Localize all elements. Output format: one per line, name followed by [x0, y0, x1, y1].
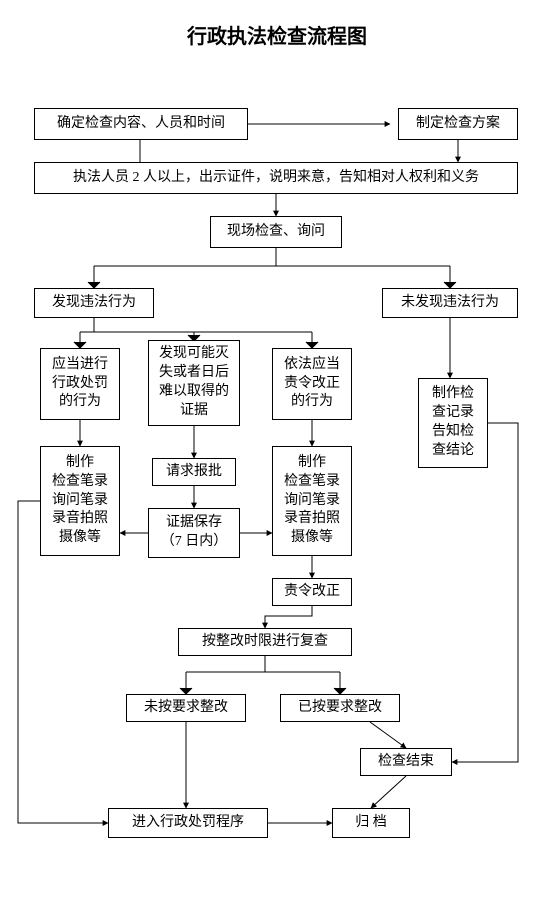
node-n9: 依法应当 责令改正 的行为	[272, 348, 352, 420]
node-n6: 未发现违法行为	[382, 288, 518, 318]
node-n10: 制作检 查记录 告知检 查结论	[418, 378, 488, 468]
edge	[370, 722, 406, 748]
node-n1: 确定检查内容、人员和时间	[34, 108, 248, 140]
node-n20: 进入行政处罚程序	[108, 808, 268, 838]
node-n2: 制定检查方案	[398, 108, 518, 140]
node-n18: 已按要求整改	[280, 694, 400, 722]
edge	[265, 606, 312, 628]
node-n12: 制作 检查笔录 询问笔录 录音拍照 摄像等	[40, 446, 120, 556]
node-n5: 发现违法行为	[34, 288, 154, 318]
edge	[186, 656, 340, 694]
node-n15: 责令改正	[272, 578, 352, 606]
flowchart-canvas: 行政执法检查流程图确定检查内容、人员和时间制定检查方案执法人员 2 人以上，出示…	[0, 0, 554, 916]
node-n4: 现场检查、询问	[210, 216, 342, 248]
node-n7: 应当进行 行政处罚 的行为	[40, 348, 120, 420]
node-n11: 请求报批	[152, 458, 236, 486]
edge	[371, 776, 406, 808]
node-n19: 检查结束	[360, 748, 452, 776]
node-n16: 按整改时限进行复查	[178, 628, 352, 656]
edge	[452, 423, 518, 762]
node-n13: 证据保存 （7 日内）	[148, 508, 240, 558]
node-n8: 发现可能灭 失或者日后 难以取得的 证据	[148, 340, 240, 426]
node-n17: 未按要求整改	[126, 694, 246, 722]
node-n3: 执法人员 2 人以上，出示证件，说明来意，告知相对人权利和义务	[34, 162, 518, 194]
edge	[94, 248, 450, 288]
node-n14: 制作 检查笔录 询问笔录 录音拍照 摄像等	[272, 446, 352, 556]
node-n21: 归 档	[332, 808, 410, 838]
